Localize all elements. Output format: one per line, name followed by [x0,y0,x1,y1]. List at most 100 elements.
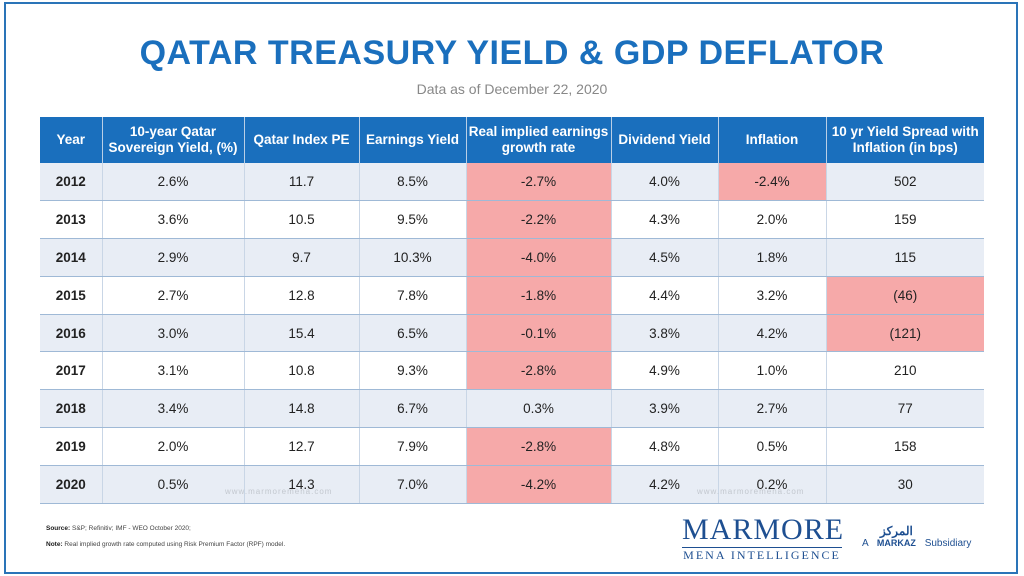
pe-cell: 10.8 [244,351,360,391]
method-note: Note: Real implied growth rate computed … [46,541,285,548]
sovereign-yield-cell: 3.6% [102,200,245,240]
dividend-yield-cell: 4.8% [611,427,719,466]
real-growth-cell: -4.0% [466,238,612,277]
inflation-cell: 2.7% [718,389,827,429]
logo-tagline: MENA INTELLIGENCE [682,547,842,562]
pe-cell: 12.7 [244,427,360,466]
dividend-yield-cell: 3.9% [611,389,719,429]
sovereign-yield-cell: 2.6% [102,163,245,202]
pe-cell: 14.8 [244,389,360,429]
earnings-yield-cell: 9.3% [359,351,467,391]
table-row: 2016 3.0% 15.4 6.5% -0.1% 3.8% 4.2% (121) [40,314,984,353]
note-label: Note: [46,541,63,548]
yield-spread-cell: 30 [826,465,984,504]
table-row: 2020 0.5% 14.3 7.0% -4.2% 4.2% 0.2% 30 [40,465,984,504]
dividend-yield-cell: 3.8% [611,314,719,353]
pe-cell: 9.7 [244,238,360,277]
pe-cell: 10.5 [244,200,360,240]
real-growth-cell: -2.2% [466,200,612,240]
real-growth-cell: -2.8% [466,351,612,391]
real-growth-cell: 0.3% [466,389,612,429]
earnings-yield-cell: 6.7% [359,389,467,429]
markaz-arabic: المركز [879,524,913,538]
column-header: 10 yr Yield Spread with Inflation (in bp… [826,117,984,163]
source-label: Source: [46,525,71,532]
table-row: 2018 3.4% 14.8 6.7% 0.3% 3.9% 2.7% 77 [40,389,984,429]
yield-spread-cell: (46) [826,276,984,315]
table-row: 2017 3.1% 10.8 9.3% -2.8% 4.9% 1.0% 210 [40,351,984,391]
year-cell: 2016 [40,314,103,353]
slide-frame [4,2,1018,574]
yield-spread-cell: 159 [826,200,984,240]
year-cell: 2017 [40,351,103,391]
earnings-yield-cell: 9.5% [359,200,467,240]
sovereign-yield-cell: 2.0% [102,427,245,466]
year-cell: 2013 [40,200,103,240]
column-header: Inflation [718,117,827,163]
yield-spread-cell: 210 [826,351,984,391]
column-header: Earnings Yield [359,117,467,163]
inflation-cell: 2.0% [718,200,827,240]
year-cell: 2015 [40,276,103,315]
inflation-cell: -2.4% [718,163,827,202]
year-cell: 2014 [40,238,103,277]
inflation-cell: 0.5% [718,427,827,466]
note-text: Real implied growth rate computed using … [64,541,286,548]
pe-cell: 12.8 [244,276,360,315]
real-growth-cell: -1.8% [466,276,612,315]
column-header: Year [40,117,103,163]
sovereign-yield-cell: 2.9% [102,238,245,277]
watermark-text: www.marmoremena.com [225,487,333,496]
yield-spread-cell: 115 [826,238,984,277]
year-cell: 2012 [40,163,103,202]
subsidiary-suffix: Subsidiary [924,538,972,549]
markaz-logo: المركز MARKAZ [876,524,916,549]
chart-subtitle: Data as of December 22, 2020 [416,81,608,97]
table-header-row: Year 10-year Qatar Sovereign Yield, (%) … [40,117,984,163]
data-table: Year 10-year Qatar Sovereign Yield, (%) … [40,117,984,504]
dividend-yield-cell: 4.9% [611,351,719,391]
year-cell: 2020 [40,465,103,504]
dividend-yield-cell: 4.4% [611,276,719,315]
sovereign-yield-cell: 0.5% [102,465,245,504]
real-growth-cell: -0.1% [466,314,612,353]
sovereign-yield-cell: 2.7% [102,276,245,315]
chart-title: QATAR TREASURY YIELD & GDP DEFLATOR [139,34,885,72]
earnings-yield-cell: 7.0% [359,465,467,504]
real-growth-cell: -4.2% [466,465,612,504]
table-row: 2014 2.9% 9.7 10.3% -4.0% 4.5% 1.8% 115 [40,238,984,277]
sovereign-yield-cell: 3.4% [102,389,245,429]
inflation-cell: 1.8% [718,238,827,277]
inflation-cell: 0.2% [718,465,827,504]
earnings-yield-cell: 7.8% [359,276,467,315]
year-cell: 2019 [40,427,103,466]
logo-wordmark: MARMORE [682,513,845,546]
table-row: 2012 2.6% 11.7 8.5% -2.7% 4.0% -2.4% 502 [40,163,984,202]
column-header: Qatar Index PE [244,117,360,163]
pe-cell: 14.3 [244,465,360,504]
dividend-yield-cell: 4.0% [611,163,719,202]
sovereign-yield-cell: 3.0% [102,314,245,353]
earnings-yield-cell: 10.3% [359,238,467,277]
dividend-yield-cell: 4.2% [611,465,719,504]
earnings-yield-cell: 6.5% [359,314,467,353]
earnings-yield-cell: 7.9% [359,427,467,466]
yield-spread-cell: 502 [826,163,984,202]
yield-spread-cell: 158 [826,427,984,466]
table-body: 2012 2.6% 11.7 8.5% -2.7% 4.0% -2.4% 502 2013 3.6… [40,163,984,504]
source-note: Source: S&P; Refinitiv; IMF - WEO Octobe… [46,525,191,532]
marmore-logo: MARMORE MENA INTELLIGENCE [682,514,858,563]
table-row: 2013 3.6% 10.5 9.5% -2.2% 4.3% 2.0% 159 [40,200,984,240]
real-growth-cell: -2.8% [466,427,612,466]
yield-spread-cell: (121) [826,314,984,353]
dividend-yield-cell: 4.5% [611,238,719,277]
earnings-yield-cell: 8.5% [359,163,467,202]
table-row: 2019 2.0% 12.7 7.9% -2.8% 4.8% 0.5% 158 [40,427,984,466]
inflation-cell: 4.2% [718,314,827,353]
column-header: Real implied earnings growth rate [466,117,612,163]
column-header: Dividend Yield [611,117,719,163]
year-cell: 2018 [40,389,103,429]
inflation-cell: 1.0% [718,351,827,391]
dividend-yield-cell: 4.3% [611,200,719,240]
markaz-latin: MARKAZ [876,538,916,548]
